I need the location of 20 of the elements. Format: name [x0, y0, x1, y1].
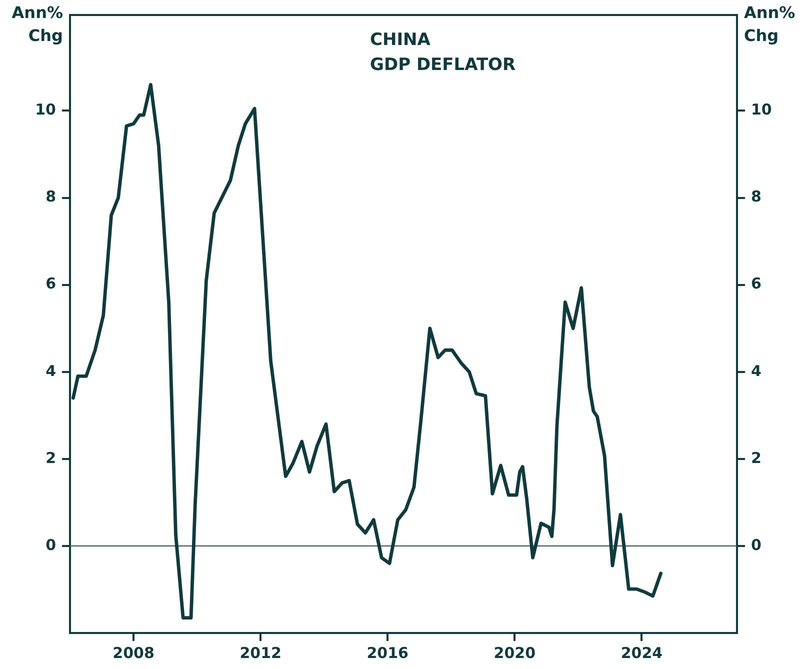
- y2-tick-label: 4: [751, 362, 762, 380]
- text: CHINA GDP DEFLATOR: [370, 30, 516, 75]
- y-tick-label: 10: [35, 100, 56, 119]
- y-tick-label: 4: [46, 362, 56, 380]
- x-tick-label: 2012: [240, 644, 282, 662]
- x-tick-label: 2024: [620, 644, 663, 662]
- y-tick-label: 2: [46, 448, 56, 467]
- y2-tick-label: 6: [751, 274, 762, 293]
- y2-tick-label: 2: [751, 448, 762, 467]
- y-axis-title: Ann% Chg: [12, 3, 63, 46]
- x-tick-label: 2008: [112, 644, 154, 662]
- y-tick-label: 8: [46, 188, 56, 206]
- x-tick-label: 2020: [494, 644, 536, 662]
- x-tick-label: 2016: [366, 644, 408, 662]
- y2-axis-title: Ann% Chg: [744, 3, 796, 46]
- y2-tick-label: 0: [751, 536, 762, 554]
- y2-tick-label: 8: [751, 188, 762, 206]
- y-tick-label: 6: [46, 274, 56, 293]
- y2-tick-label: 10: [751, 100, 772, 119]
- y-tick-label: 0: [46, 536, 56, 554]
